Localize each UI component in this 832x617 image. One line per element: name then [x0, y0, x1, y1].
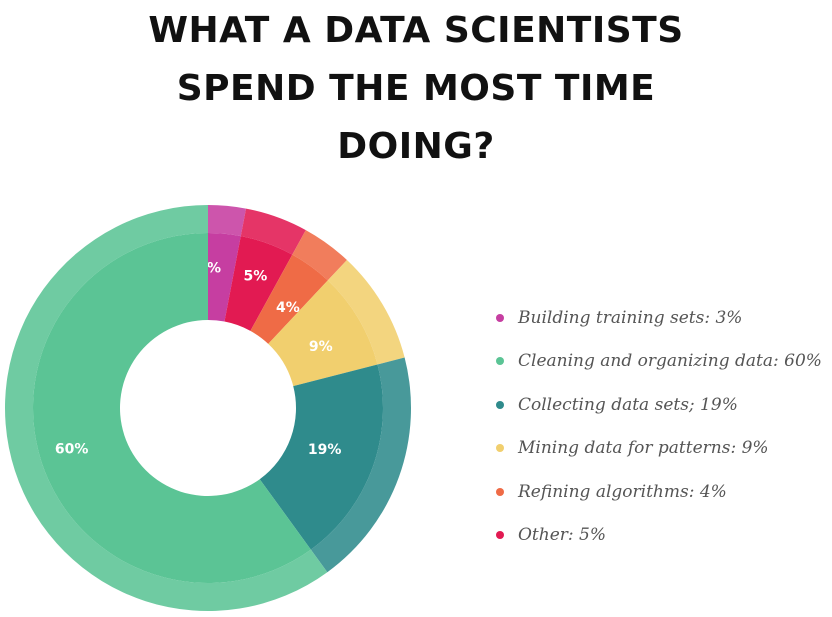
legend-dot-icon [496, 313, 504, 322]
slice-collecting-data-sets [259, 364, 383, 550]
slice-mining-data-for-patterns [268, 280, 378, 387]
legend-dot-icon [496, 531, 504, 540]
legend-item-collecting-data-sets: Collecting data sets; 19% [496, 383, 822, 427]
slice-refining-algorithms [250, 254, 328, 344]
legend-label: Building training sets: 3% [518, 307, 743, 328]
slice-outer-ring-mining-data-for-patterns [327, 260, 405, 365]
slice-value-label-other: 5% [244, 268, 268, 284]
chart-title-line-1: WHAT A DATA SCIENTISTS [148, 10, 684, 51]
legend-label: Cleaning and organizing data: 60% [518, 351, 822, 372]
chart-title: WHAT A DATA SCIENTISTS SPEND THE MOST TI… [0, 2, 832, 176]
slice-outer-ring-refining-algorithms [292, 230, 347, 281]
slice-value-label-cleaning-and-organizing-data: 60% [55, 442, 89, 458]
legend-item-cleaning-and-organizing-data: Cleaning and organizing data: 60% [496, 340, 822, 384]
legend-item-building-training-sets: Building training sets: 3% [496, 296, 822, 340]
legend-item-refining-algorithms: Refining algorithms: 4% [496, 470, 822, 514]
slice-outer-ring-cleaning-and-organizing-data [5, 204, 328, 611]
chart-legend: Building training sets: 3% Cleaning and o… [496, 296, 822, 557]
legend-label: Refining algorithms: 4% [518, 481, 727, 502]
legend-dot-icon [496, 400, 504, 409]
slice-building-training-sets [208, 233, 241, 322]
slice-value-label-collecting-data-sets: 19% [308, 442, 342, 458]
slice-outer-ring-other [240, 208, 306, 255]
chart-title-line-2: SPEND THE MOST TIME [176, 68, 656, 109]
legend-label: Collecting data sets; 19% [518, 394, 738, 415]
legend-dot-icon [496, 444, 504, 453]
slice-cleaning-and-organizing-data [33, 233, 311, 583]
legend-item-mining-data-for-patterns: Mining data for patterns: 9% [496, 427, 822, 471]
legend-label: Mining data for patterns: 9% [518, 438, 769, 459]
slice-value-label-mining-data-for-patterns: 9% [309, 339, 333, 355]
legend-item-other: Other: 5% [496, 514, 822, 558]
legend-dot-icon [496, 357, 504, 366]
slice-value-label-refining-algorithms: 4% [276, 300, 300, 316]
chart-title-line-3: DOING? [337, 126, 495, 167]
legend-label: Other: 5% [518, 525, 607, 546]
slice-outer-ring-collecting-data-sets [310, 357, 411, 573]
slice-other [224, 236, 293, 331]
slice-outer-ring-building-training-sets [208, 205, 247, 237]
legend-dot-icon [496, 487, 504, 496]
